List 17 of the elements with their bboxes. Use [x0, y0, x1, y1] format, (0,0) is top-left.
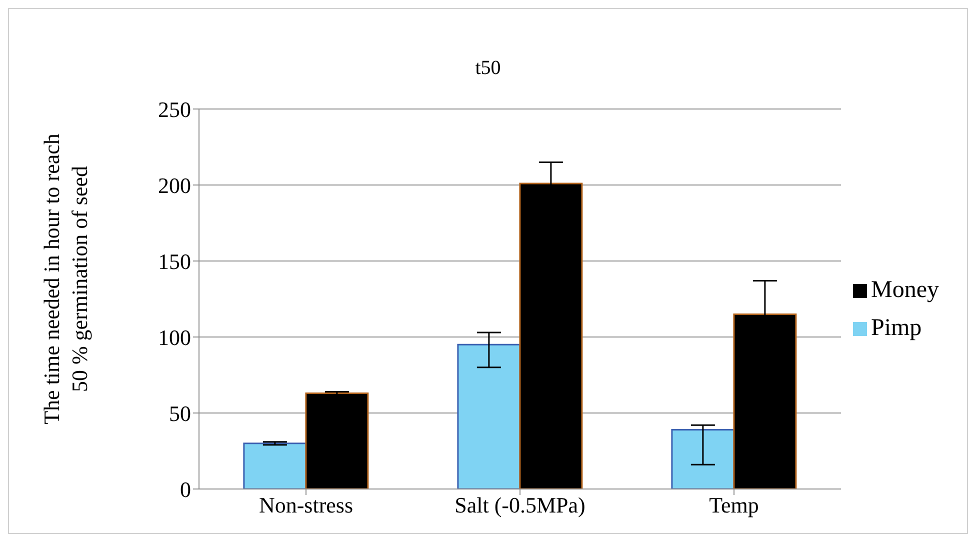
chart-title: t50 — [474, 57, 502, 80]
y-axis-title: The time needed in hour to reach 50 % germination of seed — [39, 134, 92, 424]
y-tick-label: 150 — [158, 248, 191, 274]
x-tick-label: Salt (-0.5MPa) — [454, 492, 586, 518]
x-tick-label: Non-stress — [258, 492, 354, 518]
y-tick-label: 50 — [169, 400, 191, 426]
y-tick-label: 250 — [158, 96, 191, 122]
x-tick-label: Temp — [709, 492, 759, 518]
bar — [671, 428, 735, 489]
bar — [243, 442, 307, 489]
y-tick-label: 0 — [180, 476, 191, 502]
y-tick-label: 200 — [158, 172, 191, 198]
legend-label: Money — [871, 277, 939, 303]
bar — [305, 392, 369, 489]
legend-label: Pimp — [871, 315, 922, 341]
bar — [457, 344, 521, 489]
y-tick-label: 100 — [158, 324, 191, 350]
